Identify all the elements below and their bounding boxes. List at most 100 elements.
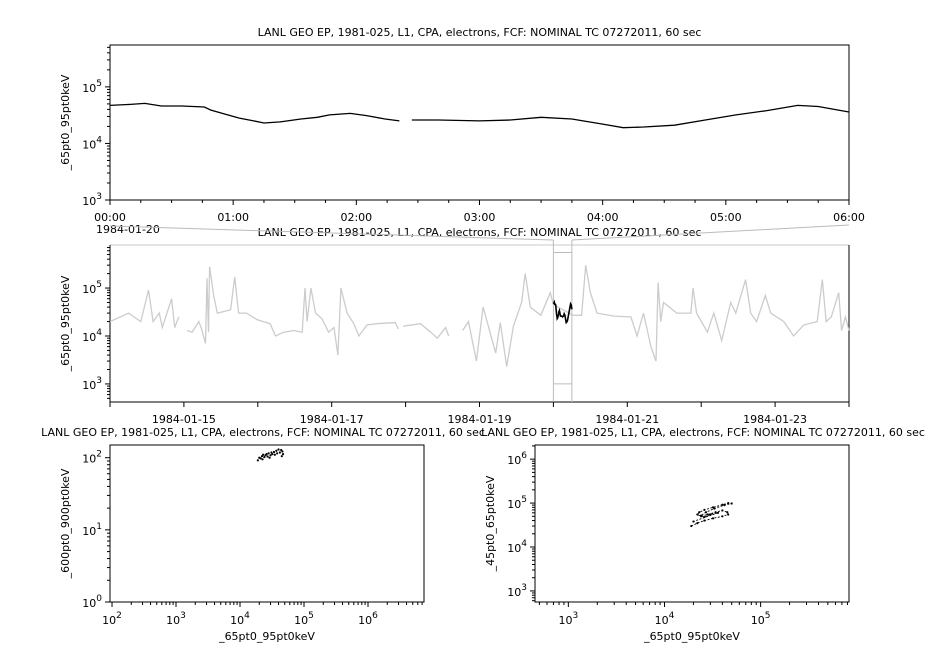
scatter-point [709,513,712,516]
series-line [109,265,850,367]
y-tick-label: 105 [82,79,102,95]
panel-overview: LANL GEO EP, 1981-025, L1, CPA, electron… [59,224,850,426]
scatter-point [706,513,709,516]
x-tick-label: 104 [655,611,675,627]
scatter-point [721,509,724,512]
x-tick-label: 03:00 [464,211,496,224]
x-tick-label: 106 [358,611,378,627]
scatter-point [727,513,730,516]
scatter-point [265,453,268,456]
x-tick-label: 105 [751,611,771,627]
y-tick-label: 104 [82,135,102,151]
x-tick-label: 1984-01-19 [448,413,512,426]
scatter-point [721,503,724,506]
x-axis-label: _65pt0_95pt0keV [643,630,740,643]
scatter-point [721,515,724,518]
scatter-point [280,448,283,452]
scatter-point [716,511,720,514]
frame [109,44,850,201]
x-date-label: 1984-01-20 [96,223,160,236]
scatter-point [267,452,270,455]
scatter-point [281,453,285,456]
frame [534,444,850,603]
scatter-point [730,502,733,505]
scatter-point [272,450,276,454]
x-tick-label: 1984-01-15 [152,413,216,426]
y-tick-label: 105 [507,495,527,511]
scatter-point [266,455,269,458]
y-tick-label: 104 [507,539,527,555]
scatter-point [269,454,272,457]
scatter-point [699,514,703,517]
y-tick-label: 103 [82,376,102,392]
x-tick-label: 1984-01-21 [595,413,659,426]
frame [109,245,850,403]
chart-title: LANL GEO EP, 1981-025, L1, CPA, electron… [481,426,925,439]
scatter-point [704,511,708,514]
y-tick-label: 106 [507,451,527,467]
scatter-point [262,453,265,456]
scatter-point [703,515,706,519]
scatter-point [271,453,274,456]
scatter-point [259,457,262,460]
frame [109,444,425,603]
x-tick-label: 103 [166,611,186,627]
x-axis-label: _65pt0_95pt0keV [218,630,315,643]
scatter-point [711,517,715,520]
scatter-point [713,507,716,510]
scatter-point [280,455,283,458]
scatter-point [256,459,259,462]
y-tick-label: 101 [82,522,102,538]
x-tick-label: 05:00 [710,211,742,224]
scatter-point [690,524,693,528]
zoom-connector-right [571,224,850,241]
x-tick-label: 104 [230,611,250,627]
scatter-point [276,452,279,455]
zoom-connector-left [109,225,554,241]
chart-title: LANL GEO EP, 1981-025, L1, CPA, electron… [258,26,702,39]
scatter-point [268,456,271,459]
y-tick-label: 103 [82,192,102,208]
scatter-point [277,448,280,451]
x-tick-label: 02:00 [340,211,372,224]
y-axis-label: _600pt0_900pt0keV [59,468,72,579]
panel-scatter-left: LANL GEO EP, 1981-025, L1, CPA, electron… [41,426,485,643]
scatter-point [727,501,730,505]
x-tick-label: 1984-01-23 [743,413,807,426]
y-tick-label: 105 [82,280,102,296]
scatter-point [703,519,706,522]
x-tick-label: 1984-01-17 [300,413,364,426]
scatter-point [723,503,726,507]
scatter-point [260,455,264,458]
scatter-point [698,511,701,514]
y-tick-label: 103 [507,583,527,599]
x-tick-label: 00:00 [94,211,126,224]
scatter-point [261,458,264,461]
chart-title: LANL GEO EP, 1981-025, L1, CPA, electron… [258,226,702,239]
y-tick-label: 100 [82,594,102,610]
scatter-point [714,511,717,514]
highlight-series-line [552,299,573,325]
y-axis-label: _65pt0_95pt0keV [59,275,72,372]
x-tick-label: 102 [102,611,122,627]
scatter-point [275,449,278,452]
scatter-point [281,450,284,453]
y-axis-label: _65pt0_95pt0keV [59,74,72,171]
scatter-point [273,453,276,456]
y-tick-label: 102 [82,450,102,466]
scatter-point [703,508,706,511]
scatter-point [692,520,695,523]
x-tick-label: 06:00 [833,211,865,224]
scatter-point [263,455,266,459]
scatter-point [270,451,273,454]
x-tick-label: 105 [294,611,314,627]
scatter-point [696,513,699,516]
scatter-point [696,522,699,525]
scatter-point [726,511,729,514]
y-axis-label: _45pt0_65pt0keV [484,475,497,572]
panel-top: LANL GEO EP, 1981-025, L1, CPA, electron… [59,26,865,236]
x-tick-label: 103 [558,611,578,627]
x-tick-label: 04:00 [587,211,619,224]
scatter-point [278,451,281,454]
